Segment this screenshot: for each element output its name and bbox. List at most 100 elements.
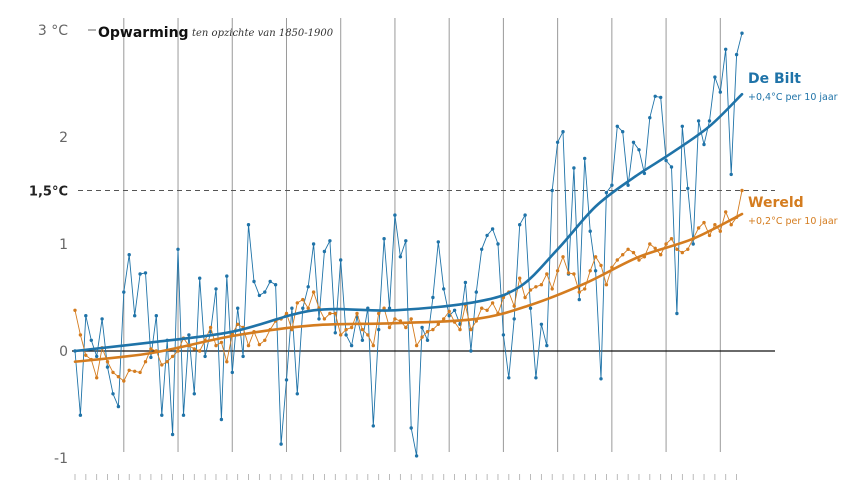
data-point xyxy=(393,213,397,217)
data-point xyxy=(664,158,668,163)
data-point xyxy=(713,75,717,79)
data-point xyxy=(686,247,690,251)
data-point xyxy=(550,287,554,291)
data-point xyxy=(615,124,619,128)
data-point xyxy=(414,343,419,348)
y-tick-label: -1 xyxy=(54,451,68,467)
data-point xyxy=(718,90,722,94)
data-point xyxy=(333,331,337,335)
data-point xyxy=(675,311,679,316)
data-point xyxy=(631,250,636,255)
y-tick-label: 3 °C xyxy=(38,23,68,39)
data-point xyxy=(626,247,630,251)
data-point xyxy=(404,239,408,243)
data-point xyxy=(263,338,267,342)
data-point xyxy=(214,343,218,348)
data-point xyxy=(382,237,386,241)
data-point xyxy=(230,370,234,375)
data-point xyxy=(545,343,549,348)
data-point xyxy=(219,340,224,345)
data-point xyxy=(561,255,565,259)
data-point xyxy=(165,360,169,364)
data-point xyxy=(339,258,343,262)
data-point xyxy=(485,233,489,238)
data-point xyxy=(669,165,674,169)
data-point xyxy=(686,186,690,191)
data-point xyxy=(127,253,131,257)
data-point xyxy=(78,413,83,417)
data-point xyxy=(642,171,647,176)
data-point xyxy=(469,349,473,353)
data-point xyxy=(263,290,267,294)
data-point xyxy=(734,52,739,57)
data-point xyxy=(344,333,348,337)
data-point xyxy=(138,370,142,375)
data-point xyxy=(404,325,408,330)
data-point xyxy=(420,325,424,330)
data-point xyxy=(328,311,332,316)
data-point xyxy=(241,354,245,359)
data-point xyxy=(214,287,218,291)
y-tick-label: 1 xyxy=(59,237,68,253)
data-point xyxy=(724,47,728,51)
data-point xyxy=(111,392,115,396)
data-point xyxy=(273,283,278,287)
data-point xyxy=(436,322,440,326)
data-point xyxy=(539,322,544,326)
data-point xyxy=(702,142,706,147)
data-point xyxy=(577,290,581,294)
data-point xyxy=(181,413,186,417)
data-point xyxy=(84,314,88,318)
data-point xyxy=(160,363,164,367)
data-point xyxy=(534,376,538,380)
data-point xyxy=(284,378,289,382)
data-point xyxy=(631,140,636,144)
data-point xyxy=(604,283,609,287)
data-point xyxy=(198,349,202,353)
axes: 3 °C 2 1,5°C 1 0 -1 xyxy=(29,23,775,480)
data-point xyxy=(615,258,619,262)
data-point xyxy=(84,353,88,357)
data-point xyxy=(219,417,224,422)
data-point xyxy=(539,283,544,287)
series-de-bilt xyxy=(73,31,744,458)
data-point xyxy=(436,240,440,244)
data-point xyxy=(442,317,446,321)
data-point xyxy=(648,116,652,120)
legend-de-bilt: De Bilt +0,4°C per 10 jaar xyxy=(748,71,838,103)
data-point xyxy=(447,309,451,314)
data-point xyxy=(295,301,299,305)
data-point xyxy=(246,223,251,227)
data-point xyxy=(528,288,533,292)
trend-lines xyxy=(73,92,744,363)
data-point xyxy=(311,290,316,294)
data-point xyxy=(268,279,272,284)
data-point xyxy=(176,349,180,353)
data-point xyxy=(518,276,522,280)
data-point xyxy=(577,297,581,302)
series-wereld xyxy=(73,188,744,383)
data-point xyxy=(669,237,674,241)
legend-label-wereld: Wereld xyxy=(748,195,804,211)
data-point xyxy=(290,306,294,310)
data-point xyxy=(659,253,663,257)
data-point xyxy=(409,426,413,430)
data-point xyxy=(561,130,565,134)
chart-title: Opwarming xyxy=(98,25,189,41)
data-point xyxy=(284,311,289,316)
data-point xyxy=(306,285,310,289)
data-point xyxy=(355,311,359,316)
data-point xyxy=(425,338,430,342)
data-point xyxy=(322,249,327,254)
data-point xyxy=(588,229,592,233)
data-point xyxy=(621,130,625,134)
data-point xyxy=(599,377,603,381)
data-point xyxy=(371,424,375,428)
data-point xyxy=(133,314,137,318)
y-tick-label: 2 xyxy=(59,130,68,146)
data-point xyxy=(311,242,316,246)
data-point xyxy=(431,295,435,300)
data-point xyxy=(149,347,153,351)
data-point xyxy=(100,317,104,321)
data-point xyxy=(463,280,468,285)
